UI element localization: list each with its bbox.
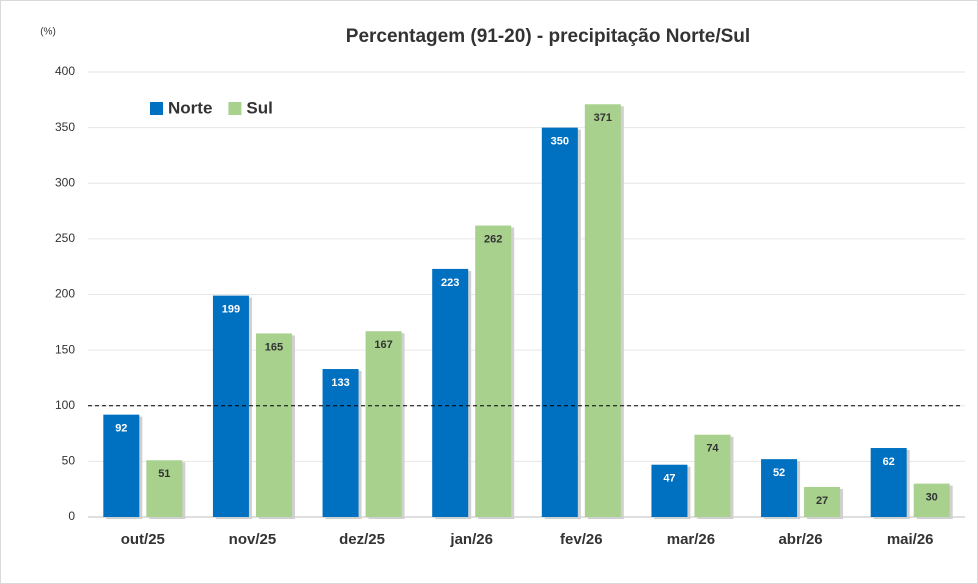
bar [255, 333, 292, 517]
x-tick-label: fev/26 [560, 531, 603, 548]
value-label: 62 [883, 456, 895, 468]
x-tick-label: nov/25 [229, 531, 277, 548]
x-tick-label: dez/25 [339, 531, 385, 548]
y-tick-label: 400 [55, 64, 75, 78]
legend-swatch [150, 102, 163, 115]
legend-label: Sul [246, 98, 272, 117]
bar [103, 414, 140, 517]
value-label: 199 [222, 304, 240, 316]
value-label: 74 [706, 443, 719, 455]
legend-swatch [228, 102, 242, 115]
y-tick-label: 100 [55, 398, 75, 412]
y-tick-label: 200 [55, 287, 75, 301]
y-tick-label: 350 [55, 120, 75, 134]
x-tick-label: out/25 [121, 531, 165, 548]
y-tick-label: 0 [68, 509, 75, 523]
x-tick-label: jan/26 [449, 531, 493, 548]
bar [584, 104, 621, 517]
y-tick-label: 150 [55, 342, 75, 356]
y-tick-label: 50 [62, 454, 76, 468]
value-label: 371 [594, 112, 612, 124]
value-label: 350 [551, 136, 569, 148]
bar [761, 459, 798, 517]
bar [541, 127, 578, 517]
value-label: 30 [926, 492, 938, 504]
bar [322, 369, 359, 517]
chart-title: Percentagem (91-20) - precipitação Norte… [346, 26, 750, 47]
bar [212, 295, 249, 517]
bar [365, 331, 402, 517]
bar [651, 464, 688, 517]
x-tick-label: abr/26 [778, 531, 822, 548]
value-label: 133 [331, 377, 349, 389]
value-label: 51 [158, 468, 170, 480]
y-axis-label: (%) [40, 27, 56, 38]
bar [432, 268, 469, 517]
value-label: 47 [663, 473, 675, 485]
legend-label: Norte [168, 98, 212, 117]
value-label: 262 [484, 233, 502, 245]
value-label: 223 [441, 277, 459, 289]
bar [694, 434, 731, 517]
bar [804, 486, 841, 517]
value-label: 165 [265, 341, 283, 353]
value-label: 52 [773, 467, 785, 479]
bar [870, 448, 907, 517]
x-tick-label: mar/26 [667, 531, 715, 548]
value-label: 167 [374, 339, 392, 351]
x-tick-label: mai/26 [887, 531, 934, 548]
value-label: 27 [816, 495, 828, 507]
value-label: 92 [115, 423, 127, 435]
bar [146, 460, 183, 517]
bar [913, 483, 950, 517]
y-tick-label: 250 [55, 231, 75, 245]
bar [475, 225, 512, 517]
y-tick-label: 300 [55, 175, 75, 189]
